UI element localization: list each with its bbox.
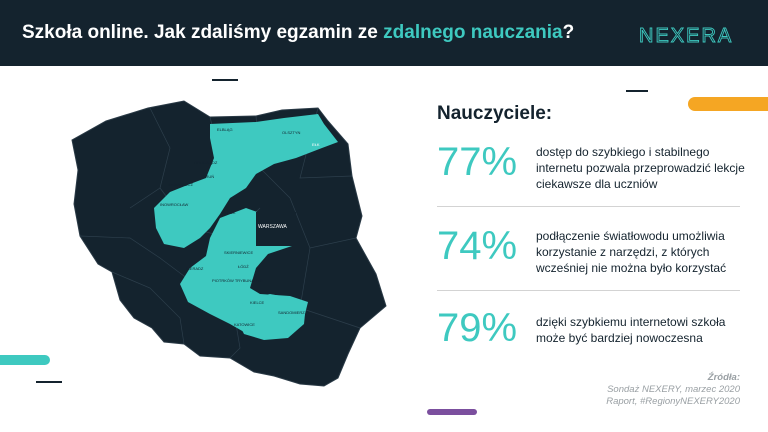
teal-region-north	[154, 114, 338, 248]
city-label-piotrkow: PIOTRKÓW TRYBUNALSKI	[212, 278, 263, 283]
source-title: Źródła:	[707, 372, 740, 383]
decor-dash-bottom-left	[36, 381, 62, 383]
teal-region-south	[236, 294, 306, 340]
stat-text-3: dzięki szybkiemu internetowi szkoła może…	[536, 315, 726, 345]
nexera-logo: NEXERA	[639, 25, 733, 46]
stat-row-2: 74% podłączenie światłowodu umożliwia ko…	[437, 224, 757, 284]
stat-divider-2	[437, 290, 740, 291]
city-label-katowice: KATOWICE	[234, 322, 255, 327]
city-label-inowroclaw: INOWROCŁAW	[160, 202, 189, 207]
source-note: Źródła: Sondaż NEXERY, marzec 2020 Rapor…	[606, 372, 740, 408]
source-line-1: Sondaż NEXERY, marzec 2020	[607, 384, 740, 395]
stat-row-3: 79% dzięki szybkiemu internetowi szkoła …	[437, 306, 757, 356]
warsaw-region	[256, 212, 296, 246]
decor-purple-bar	[427, 409, 477, 415]
stat-value-1: 77%	[437, 140, 518, 184]
decor-dash-top	[212, 79, 238, 81]
city-label-sieradz: SIERADZ	[186, 266, 204, 271]
city-label-elblag: ELBLĄG	[217, 127, 233, 132]
decor-dash-top-right	[626, 90, 648, 92]
city-label-sandomierz: SANDOMIERZ	[278, 310, 305, 315]
section-title: Nauczyciele:	[437, 103, 553, 124]
city-labels: ELBLĄG OLSZTYN EŁK BYDGOSZCZ GRUDZIĄDZ T…	[160, 127, 320, 327]
city-label-olsztyn: OLSZTYN	[282, 130, 301, 135]
city-label-bydgoszcz: BYDGOSZCZ	[168, 182, 193, 187]
stat-text-1: dostęp do szybkiego i stabilnego interne…	[536, 145, 745, 191]
stat-text-2: podłączenie światłowodu umożliwia korzys…	[536, 229, 727, 275]
logo-text: NEXERA	[639, 25, 733, 46]
stat-value-2: 74%	[437, 224, 518, 268]
poland-map: ELBLĄG OLSZTYN EŁK BYDGOSZCZ GRUDZIĄDZ T…	[71, 100, 387, 387]
title-suffix: ?	[562, 22, 575, 43]
decor-teal-bar	[0, 355, 50, 365]
header-bar: Szkoła online. Jak zdaliśmy egzamin ze z…	[0, 0, 768, 66]
city-label-skierniewice: SKIERNIEWICE	[224, 250, 253, 255]
source-line-2: Raport, #RegionyNEXERY2020	[606, 396, 740, 407]
stat-value-3: 79%	[437, 306, 518, 350]
decor-orange-bar	[688, 97, 768, 111]
city-label-lodz: ŁÓDŹ	[238, 264, 249, 269]
page-title: Szkoła online. Jak zdaliśmy egzamin ze z…	[22, 22, 574, 44]
stat-divider-1	[437, 206, 740, 207]
title-prefix: Szkoła online. Jak zdaliśmy egzamin ze	[22, 22, 384, 43]
title-highlight: zdalnego nauczania	[383, 22, 563, 43]
city-label-elk: EŁK	[312, 142, 320, 147]
city-label-warszawa: WARSZAWA	[258, 224, 288, 230]
city-label-plock: PŁOCK	[222, 210, 236, 215]
city-label-kielce: KIELCE	[250, 300, 265, 305]
city-label-torun: TORUŃ	[200, 174, 214, 179]
stat-row-1: 77% dostęp do szybkiego i stabilnego int…	[437, 140, 757, 200]
city-label-grudziadz: GRUDZIĄDZ	[194, 160, 218, 165]
